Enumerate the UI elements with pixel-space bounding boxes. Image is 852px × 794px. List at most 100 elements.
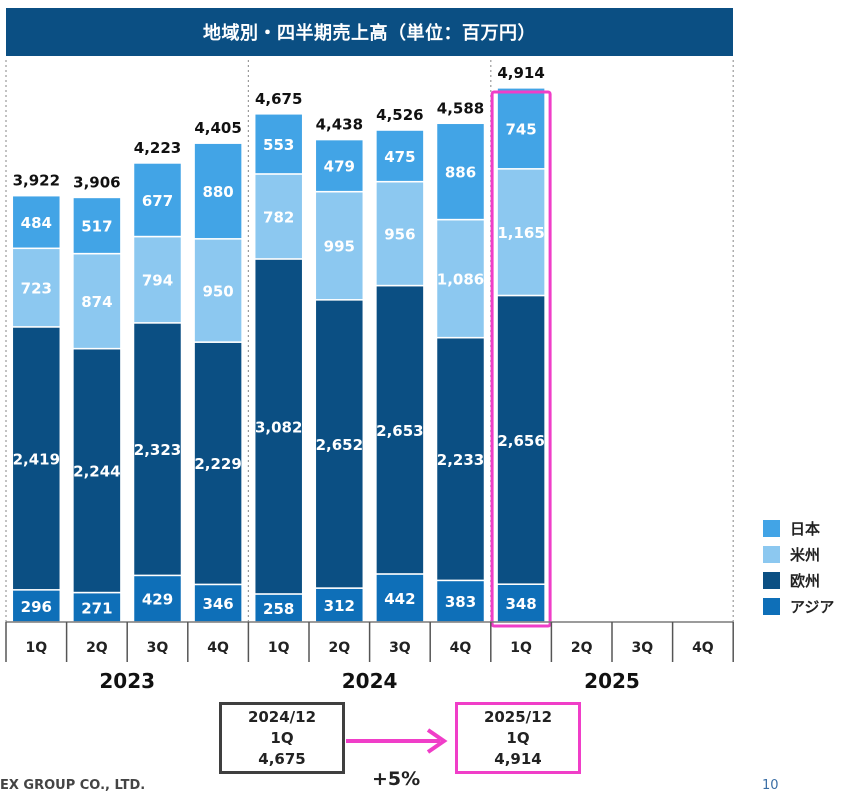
bar-segment xyxy=(314,299,365,589)
x-tick-label: 3Q xyxy=(631,640,653,656)
legend-swatch-americas xyxy=(763,545,780,563)
bar-segment xyxy=(496,294,546,585)
bar-segment xyxy=(435,336,486,582)
comparison-before-period: 2024/12 xyxy=(247,707,317,726)
bar-segment-label: 429 xyxy=(142,591,173,609)
bar-segment xyxy=(193,142,243,240)
bar-segment-label: 886 xyxy=(445,163,476,181)
comparison-box-after: 2025/12 1Q 4,914 xyxy=(455,702,581,774)
bar-segment-label: 271 xyxy=(81,599,112,617)
bar-segment xyxy=(132,322,183,577)
bar-segment xyxy=(11,247,62,328)
legend-item-americas: 米州 xyxy=(763,541,834,567)
bar-segment xyxy=(496,87,546,170)
bar-segment-label: 723 xyxy=(21,280,52,298)
bar-segment xyxy=(72,591,122,623)
bar-segment xyxy=(375,284,425,575)
bar-segment-label: 995 xyxy=(324,238,355,256)
chart-title: 地域別・四半期売上高（単位：百万円） xyxy=(6,8,733,56)
bar-segment-label: 484 xyxy=(21,214,52,232)
legend-item-asia: アジア xyxy=(763,593,834,619)
x-tick-label: 3Q xyxy=(147,640,169,656)
bar-segment-label: 2,244 xyxy=(73,463,120,481)
bar-segment xyxy=(193,583,243,623)
bar-segment-label: 677 xyxy=(142,192,173,210)
legend-label-europe: 欧州 xyxy=(790,571,821,590)
bar-segment-label: 312 xyxy=(324,597,355,615)
legend-swatch-europe xyxy=(763,571,780,589)
legend-swatch-asia xyxy=(763,597,780,615)
x-tick-label: 3Q xyxy=(389,640,411,656)
year-label: 2024 xyxy=(342,669,398,693)
legend-swatch-japan xyxy=(763,519,780,537)
bar-segment xyxy=(253,113,304,175)
bar-segment xyxy=(435,218,486,339)
bar-segment-label: 880 xyxy=(202,183,233,201)
bar-segment-label: 745 xyxy=(505,120,536,138)
bar-total-label: 4,405 xyxy=(194,119,241,137)
bar-segment-label: 950 xyxy=(202,282,233,300)
comparison-after-period: 2025/12 xyxy=(483,707,553,726)
bar-total-label: 4,223 xyxy=(134,139,181,157)
comparison-before-quarter: 1Q xyxy=(270,728,294,747)
bar-segment-label: 348 xyxy=(505,595,536,613)
bar-segment xyxy=(72,252,122,350)
bar-segment xyxy=(314,190,365,301)
legend-item-japan: 日本 xyxy=(763,515,834,541)
bar-total-label: 4,526 xyxy=(376,106,423,124)
x-tick-label: 1Q xyxy=(510,640,532,656)
bar-segment-label: 2,653 xyxy=(376,422,423,440)
year-label: 2025 xyxy=(584,669,640,693)
comparison-after-value: 4,914 xyxy=(494,749,542,768)
x-tick-label: 2Q xyxy=(86,640,108,656)
bar-segment-label: 3,082 xyxy=(255,418,302,436)
bar-segment-label: 782 xyxy=(263,208,294,226)
x-tick-label: 1Q xyxy=(25,640,47,656)
legend-label-asia: アジア xyxy=(790,597,835,616)
year-label: 2023 xyxy=(99,669,155,693)
x-tick-label: 2Q xyxy=(571,640,593,656)
bar-total-label: 4,588 xyxy=(437,99,484,117)
highlight-frame xyxy=(490,90,552,628)
legend-label-americas: 米州 xyxy=(790,545,821,564)
bar-segment-label: 296 xyxy=(21,598,52,616)
bar-segment-label: 346 xyxy=(202,595,233,613)
page-number: 10 xyxy=(762,778,779,793)
comparison-box-before: 2024/12 1Q 4,675 xyxy=(219,702,345,774)
bar-segment xyxy=(132,235,183,324)
bar-segment-label: 553 xyxy=(263,136,294,154)
chart-legend: 日本 米州 欧州 アジア xyxy=(763,515,834,619)
bar-segment-label: 874 xyxy=(81,293,112,311)
bar-segment xyxy=(72,347,122,594)
bar-segment-label: 2,229 xyxy=(194,455,241,473)
bar-segment-label: 517 xyxy=(81,218,112,236)
growth-rate: +5% xyxy=(372,768,421,790)
bar-segment xyxy=(72,196,122,255)
bar-segment xyxy=(375,573,425,623)
bar-segment xyxy=(253,173,304,260)
bar-segment xyxy=(314,587,365,623)
comparison-after-quarter: 1Q xyxy=(506,728,530,747)
comparison-arrow-icon xyxy=(346,728,448,754)
x-tick-label: 2Q xyxy=(328,640,350,656)
bar-segment-label: 956 xyxy=(384,226,415,244)
bar-segment-label: 475 xyxy=(384,148,415,166)
bar-segment-label: 383 xyxy=(445,593,476,611)
x-tick-label: 4Q xyxy=(207,640,229,656)
bar-segment-label: 2,233 xyxy=(437,451,484,469)
bar-segment-label: 2,652 xyxy=(316,436,363,454)
bar-segment xyxy=(435,122,486,221)
bar-segment-label: 2,656 xyxy=(497,432,544,450)
bar-total-label: 3,906 xyxy=(73,173,120,191)
bar-segment xyxy=(193,341,243,586)
x-tick-label: 4Q xyxy=(450,640,472,656)
bar-total-label: 4,438 xyxy=(316,116,363,134)
bar-segment-label: 794 xyxy=(142,272,173,290)
bar-total-label: 4,675 xyxy=(255,90,302,108)
x-tick-label: 1Q xyxy=(268,640,290,656)
legend-label-japan: 日本 xyxy=(790,519,821,538)
bar-segment xyxy=(496,168,546,297)
comparison-before-value: 4,675 xyxy=(258,749,306,768)
bar-segment xyxy=(375,129,425,183)
bar-segment-label: 2,323 xyxy=(134,441,181,459)
